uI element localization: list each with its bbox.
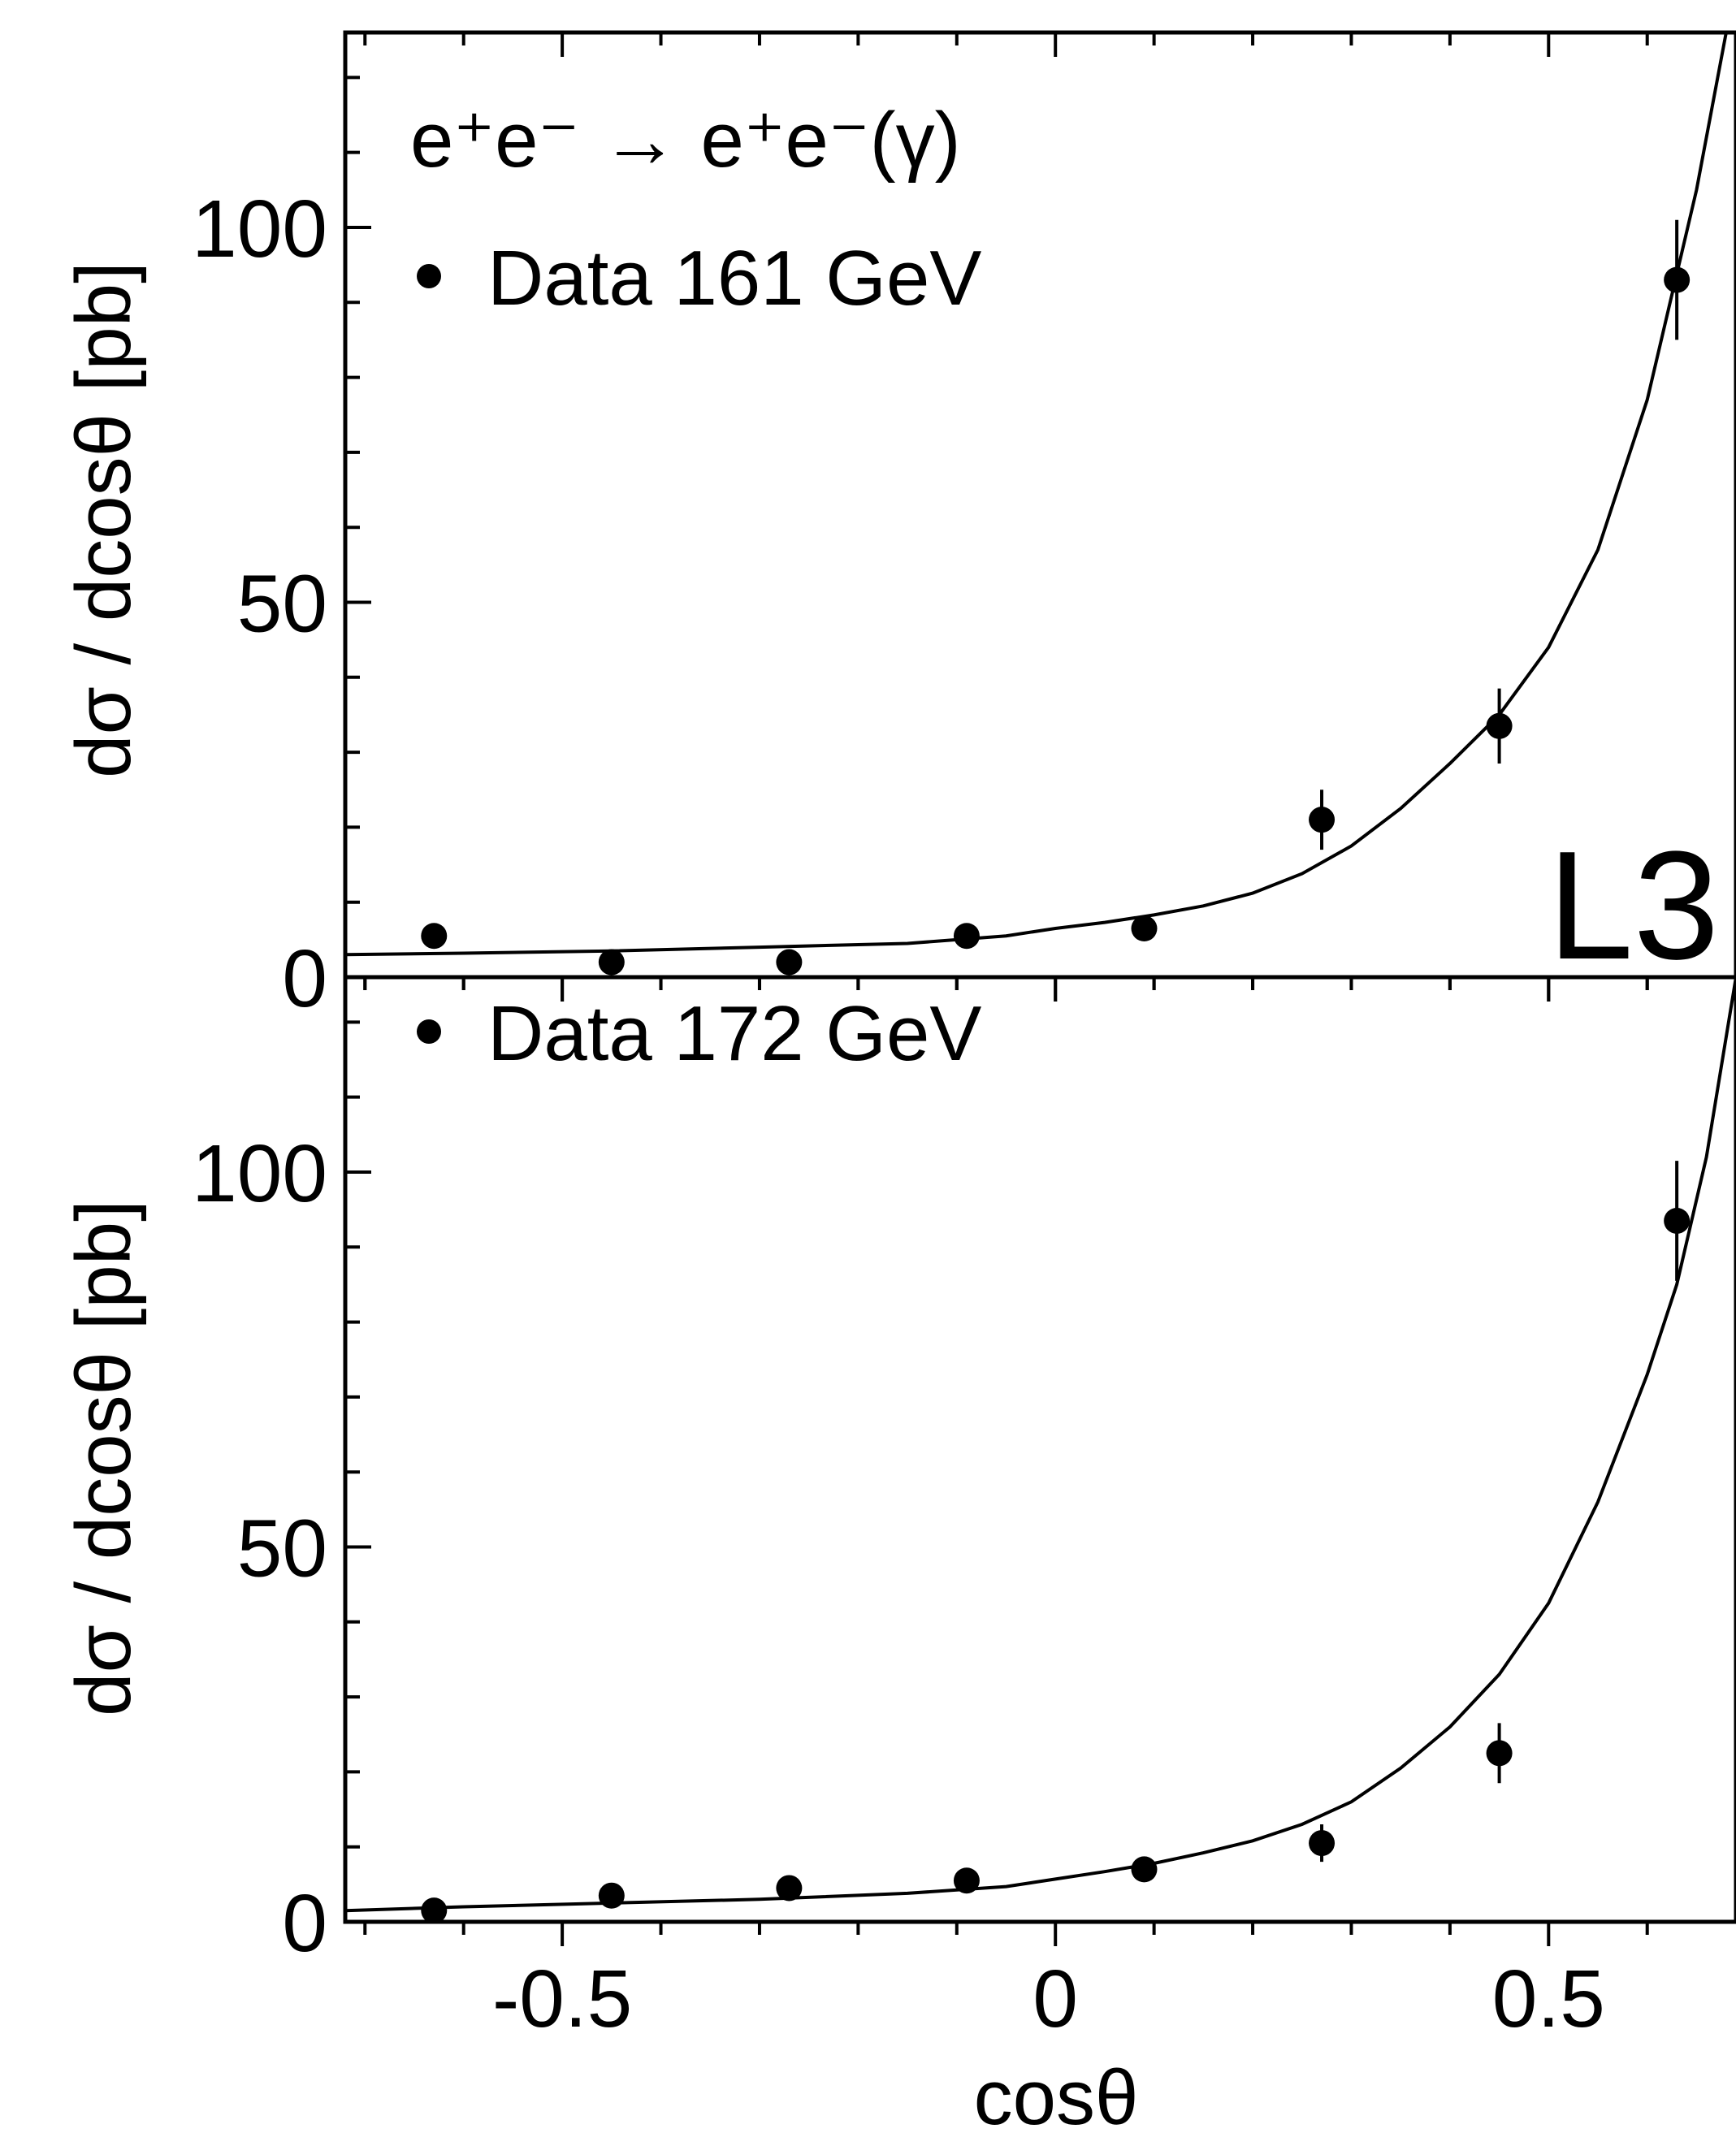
bottom-data-point bbox=[1664, 1207, 1691, 1234]
bottom-legend-marker bbox=[417, 1019, 441, 1044]
top-data-point bbox=[1309, 807, 1336, 833]
x-tick-label: 0.5 bbox=[1492, 1953, 1605, 2044]
bottom-theory-curve bbox=[344, 976, 1736, 1913]
bottom-legend-label: Data 172 GeV bbox=[487, 990, 981, 1077]
top-data-point bbox=[598, 949, 625, 976]
bottom-data-point bbox=[1309, 1830, 1336, 1857]
top-data-point bbox=[1131, 915, 1158, 942]
bottom-y-axis-title: dσ / dcosθ [pb] bbox=[60, 1200, 147, 1716]
top-y-axis-title: dσ / dcosθ [pb] bbox=[60, 262, 147, 778]
x-tick-label: -0.5 bbox=[492, 1953, 632, 2044]
bottom-plot-frame bbox=[343, 975, 1736, 1924]
brand-label: L3 bbox=[1548, 820, 1719, 992]
process-label: e⁺e⁻ → e⁺e⁻(γ) bbox=[410, 97, 961, 184]
x-tick-label: 0 bbox=[1033, 1953, 1078, 2044]
chart-marks: 0 50 100 0 50 100 -0.5 0 0.5 bbox=[192, 32, 1736, 2044]
bottom-y-tick-label: 0 bbox=[282, 1878, 327, 1969]
bottom-data-point bbox=[1486, 1740, 1513, 1767]
top-data-point bbox=[953, 923, 980, 950]
top-data-point bbox=[1664, 266, 1691, 293]
bottom-data-point bbox=[1131, 1856, 1158, 1883]
top-data-point bbox=[421, 923, 448, 950]
top-data-point bbox=[1486, 712, 1513, 739]
bottom-data-point bbox=[953, 1867, 980, 1894]
top-legend-label: Data 161 GeV bbox=[487, 235, 981, 322]
top-theory-curve bbox=[344, 32, 1728, 957]
bottom-data-point bbox=[776, 1875, 803, 1902]
bottom-data-point bbox=[598, 1882, 625, 1909]
bottom-y-tick-label: 50 bbox=[237, 1503, 327, 1594]
top-y-tick-label: 100 bbox=[192, 184, 327, 275]
bottom-y-tick-label: 100 bbox=[192, 1128, 327, 1219]
bottom-panel bbox=[343, 975, 1736, 1924]
top-legend-marker bbox=[417, 264, 441, 288]
bottom-data-point bbox=[421, 1897, 448, 1924]
top-y-tick-label: 0 bbox=[282, 933, 327, 1024]
x-axis-title: cosθ bbox=[974, 2054, 1139, 2141]
top-data-point bbox=[776, 949, 803, 976]
top-y-tick-label: 50 bbox=[237, 558, 327, 649]
